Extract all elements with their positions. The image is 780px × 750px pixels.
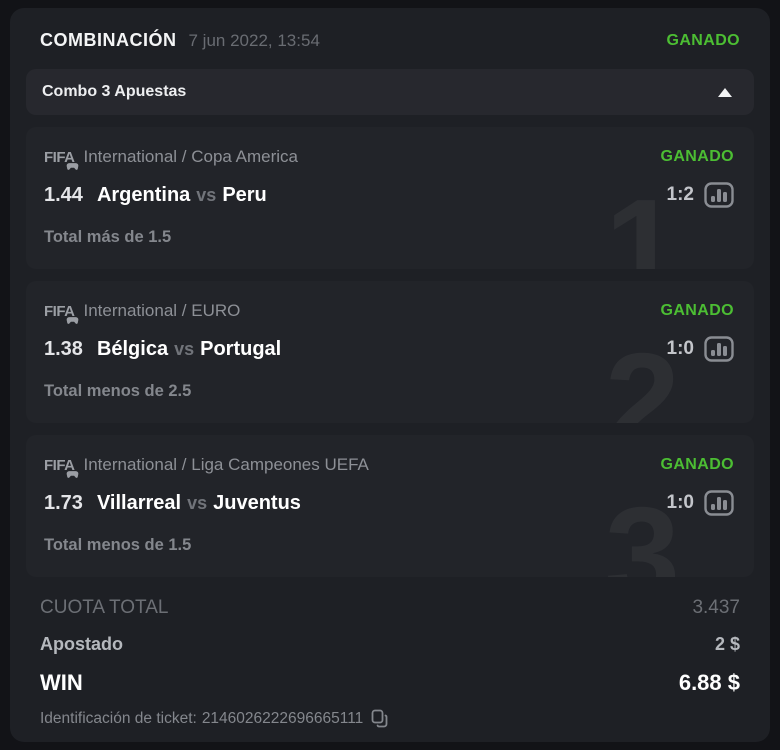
- match-stats-button[interactable]: [704, 182, 734, 208]
- bet-number-watermark: 3: [604, 479, 680, 577]
- bar-chart-icon: [704, 182, 734, 208]
- home-team: Argentina: [96, 183, 191, 206]
- match-teams: Bélgica vs Portugal: [97, 338, 281, 361]
- match-teams: Argentina vs Peru: [97, 184, 267, 207]
- vs-separator: vs: [187, 492, 208, 513]
- league-name: International / EURO: [83, 301, 241, 320]
- vs-separator: vs: [196, 184, 217, 205]
- bet-odds: 1.44: [44, 183, 83, 206]
- fifa-esports-icon: FIFA: [44, 149, 79, 171]
- bet-market: Total menos de 1.5: [44, 536, 192, 554]
- league-name: International / Copa America: [83, 147, 299, 166]
- win-label: WIN: [40, 670, 83, 695]
- bet-number-watermark: 1: [604, 171, 680, 269]
- match-stats-button[interactable]: [704, 336, 734, 362]
- ticket-type-title: COMBINACIÓN: [40, 30, 177, 50]
- gamepad-icon: [65, 469, 79, 479]
- ticket-id-label: Identificación de ticket:: [40, 709, 197, 727]
- match-teams: Villarreal vs Juventus: [97, 492, 301, 515]
- win-value: 6.88 $: [678, 670, 740, 695]
- match-stats-button[interactable]: [704, 490, 734, 516]
- stake-label: Apostado: [40, 634, 123, 654]
- home-team: Villarreal: [96, 491, 182, 514]
- bar-chart-icon: [704, 336, 734, 362]
- bet-market: Total menos de 2.5: [44, 382, 192, 400]
- ticket-id-value: 2146026222696665111: [201, 709, 364, 727]
- total-odds-value: 3.437: [692, 597, 740, 618]
- total-odds-label: CUOTA TOTAL: [40, 597, 169, 618]
- bet-card-3: 3 FIFA International / Liga Campeones UE…: [26, 435, 754, 577]
- gamepad-icon: [65, 315, 79, 325]
- away-team: Peru: [222, 183, 267, 206]
- fifa-esports-icon: FIFA: [44, 303, 79, 325]
- bet-card-2: 2 FIFA International / EURO GANADO 1.38 …: [26, 281, 754, 423]
- bet-status-badge: GANADO: [660, 302, 734, 319]
- match-score: 1:2: [666, 184, 694, 205]
- chevron-up-icon: [718, 87, 732, 97]
- bet-ticket-card: COMBINACIÓN 7 jun 2022, 13:54 GANADO Com…: [10, 8, 770, 742]
- stake-value: 2 $: [714, 634, 740, 654]
- stake-row: Apostado 2 $: [40, 634, 740, 655]
- copy-icon: [371, 709, 388, 728]
- total-odds-row: CUOTA TOTAL 3.437: [40, 597, 740, 619]
- win-row: WIN 6.88 $: [40, 670, 740, 696]
- bar-chart-icon: [704, 490, 734, 516]
- bet-status-badge: GANADO: [660, 456, 734, 473]
- fifa-esports-icon: FIFA: [44, 457, 79, 479]
- bet-odds: 1.38: [44, 337, 83, 360]
- ticket-status-badge: GANADO: [666, 31, 740, 49]
- home-team: Bélgica: [96, 337, 169, 360]
- combo-toggle-row[interactable]: Combo 3 Apuestas: [26, 69, 754, 115]
- ticket-summary: CUOTA TOTAL 3.437 Apostado 2 $ WIN 6.88 …: [26, 577, 754, 728]
- gamepad-icon: [65, 161, 79, 171]
- match-score: 1:0: [666, 492, 694, 513]
- away-team: Portugal: [200, 337, 282, 360]
- match-score: 1:0: [666, 338, 694, 359]
- ticket-id-row: Identificación de ticket: 21460262226966…: [40, 709, 740, 728]
- bet-odds: 1.73: [44, 491, 83, 514]
- bet-status-badge: GANADO: [660, 148, 734, 165]
- league-name: International / Liga Campeones UEFA: [83, 455, 369, 474]
- away-team: Juventus: [213, 491, 301, 514]
- bet-market: Total más de 1.5: [44, 228, 172, 246]
- bet-number-watermark: 2: [604, 325, 680, 423]
- ticket-header: COMBINACIÓN 7 jun 2022, 13:54 GANADO: [26, 8, 754, 69]
- vs-separator: vs: [174, 338, 195, 359]
- bet-card-1: 1 FIFA International / Copa America GANA…: [26, 127, 754, 269]
- copy-ticket-id-button[interactable]: [371, 709, 388, 728]
- ticket-date: 7 jun 2022, 13:54: [188, 30, 320, 50]
- combo-label: Combo 3 Apuestas: [42, 83, 187, 100]
